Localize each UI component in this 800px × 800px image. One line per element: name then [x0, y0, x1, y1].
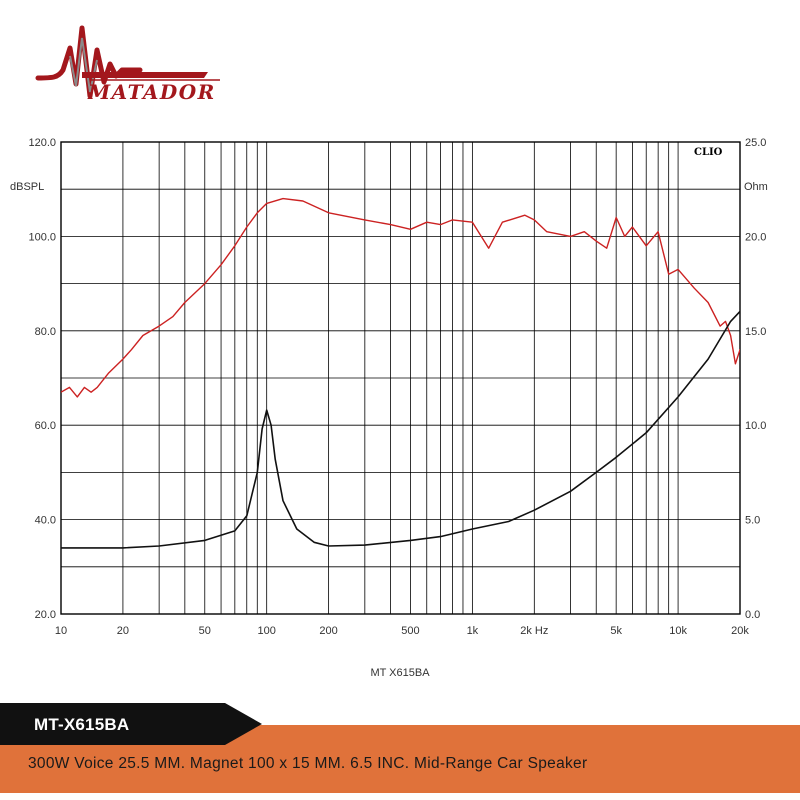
x-tick-label: 2k Hz: [520, 625, 548, 637]
left-tick-label: 40.0: [35, 515, 56, 527]
left-tick-label: 60.0: [35, 420, 56, 432]
left-tick-label: 100.0: [28, 231, 56, 243]
right-axis-ticks: 0.0 5.0 10.0 15.0 20.0 25.0: [745, 137, 766, 621]
clio-watermark: CLIO: [694, 147, 723, 158]
x-tick-label: 500: [401, 625, 419, 637]
left-tick-label: 120.0: [28, 137, 56, 149]
x-tick-label: 10: [55, 625, 67, 637]
impedance-curve: [61, 310, 740, 549]
x-tick-label: 200: [319, 625, 337, 637]
left-axis-ticks: 20.0 40.0 60.0 80.0 100.0 120.0: [28, 137, 56, 621]
right-tick-label: 0.0: [745, 609, 760, 621]
right-tick-label: 25.0: [745, 137, 766, 149]
bottom-banner: MT-X615BA 300W Voice 25.5 MM. Magnet 100…: [0, 703, 800, 793]
right-tick-label: 15.0: [745, 326, 766, 338]
x-tick-label: 100: [258, 625, 276, 637]
left-tick-label: 20.0: [35, 609, 56, 621]
right-axis-unit: Ohm: [744, 181, 768, 193]
left-axis-unit: dBSPL: [10, 181, 44, 193]
right-tick-label: 20.0: [745, 231, 766, 243]
model-band: [0, 703, 262, 745]
chart-caption: MT X615BA: [370, 667, 430, 679]
x-tick-label: 10k: [669, 625, 687, 637]
plot-frame: [60, 141, 741, 615]
right-tick-label: 10.0: [745, 420, 766, 432]
x-tick-label: 1k: [467, 625, 479, 637]
logo-graphic: MATADOR: [35, 25, 220, 104]
spec-text: 300W Voice 25.5 MM. Magnet 100 x 15 MM. …: [28, 755, 588, 772]
right-tick-label: 5.0: [745, 515, 760, 527]
spl-curve: [61, 197, 740, 398]
frequency-response-chart: 20.0 40.0 60.0 80.0 100.0 120.0 0.0 5.0 10.0 15.…: [10, 137, 768, 679]
matador-logo: MATADOR: [30, 20, 230, 110]
left-tick-label: 80.0: [35, 326, 56, 338]
x-axis-ticks: 10 20 50 100 200 500 1k 2k Hz 5k 10k 20k: [55, 625, 749, 637]
x-tick-label: 5k: [610, 625, 622, 637]
model-label: MT-X615BA: [34, 715, 130, 734]
x-tick-label: 50: [199, 625, 211, 637]
x-tick-label: 20: [117, 625, 129, 637]
brand-name: MATADOR: [87, 80, 216, 104]
x-tick-label: 20k: [731, 625, 749, 637]
chart-grid: [61, 142, 740, 614]
series-layer: [61, 197, 740, 549]
